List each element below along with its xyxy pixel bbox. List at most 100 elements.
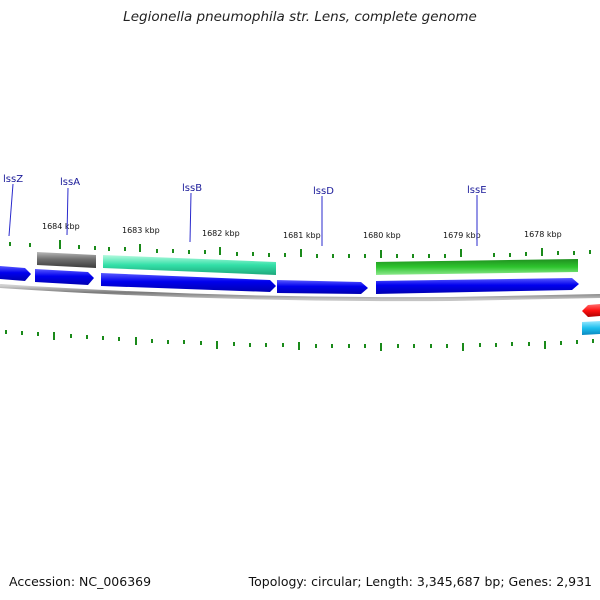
tick <box>298 342 300 350</box>
tick <box>265 343 267 347</box>
tick <box>139 244 141 252</box>
tick <box>219 247 221 255</box>
tick <box>167 340 169 344</box>
tick <box>428 254 430 258</box>
tick <box>108 247 110 251</box>
tick <box>573 251 575 255</box>
feature-green[interactable] <box>376 259 578 275</box>
tick <box>364 344 366 348</box>
tick <box>479 343 481 347</box>
tick <box>576 340 578 344</box>
tick <box>331 344 333 348</box>
tick <box>183 340 185 344</box>
tick <box>282 343 284 347</box>
tick <box>268 253 270 257</box>
tick <box>315 344 317 348</box>
tick <box>252 252 254 256</box>
gene-label-lssD[interactable]: lssD <box>313 186 334 197</box>
accession-label: Accession: NC_006369 <box>9 574 152 589</box>
tick <box>124 247 126 251</box>
feature-teal[interactable] <box>103 255 276 275</box>
tick <box>380 343 382 351</box>
reverse-feature-track <box>582 304 600 335</box>
outer-tick-marks <box>9 240 591 258</box>
tick <box>78 245 80 249</box>
tick <box>29 243 31 247</box>
feature-track <box>37 252 578 275</box>
scale-label-1684: 1684 kbp <box>42 222 80 231</box>
tick <box>135 337 137 345</box>
tick <box>541 248 543 256</box>
tick <box>233 342 235 346</box>
tick <box>156 249 158 253</box>
tick <box>413 344 415 348</box>
gene-label-lssZ[interactable]: lssZ <box>3 174 23 185</box>
tick <box>21 331 23 335</box>
cds-arrow[interactable] <box>376 278 579 294</box>
genome-backbone <box>0 284 600 302</box>
tick <box>70 334 72 338</box>
tick <box>249 343 251 347</box>
feature-red[interactable] <box>582 304 600 317</box>
cds-track <box>0 266 579 294</box>
tick <box>511 342 513 346</box>
tick <box>589 250 591 254</box>
tick <box>397 344 399 348</box>
tick <box>204 250 206 254</box>
tick <box>462 343 464 351</box>
cds-arrow[interactable] <box>277 280 368 294</box>
cds-arrow[interactable] <box>35 269 94 285</box>
tick <box>300 249 302 257</box>
topology-label: Topology: circular; Length: 3,345,687 bp… <box>248 574 592 589</box>
gene-label-lssE[interactable]: lssE <box>467 185 487 196</box>
leader-lssA <box>66 187 69 236</box>
tick <box>380 250 382 258</box>
gene-label-lssA[interactable]: lssA <box>60 177 80 188</box>
tick <box>102 336 104 340</box>
tick <box>460 249 462 257</box>
tick <box>118 337 120 341</box>
tick <box>509 253 511 257</box>
tick <box>446 344 448 348</box>
tick <box>557 251 559 255</box>
tick <box>364 254 366 258</box>
scale-label-1679: 1679 kbp <box>443 231 481 240</box>
gene-label-leaders <box>8 183 478 246</box>
feature-gray[interactable] <box>37 252 96 268</box>
feature-cyan[interactable] <box>582 321 600 335</box>
tick <box>560 341 562 345</box>
tick <box>348 254 350 258</box>
tick <box>86 335 88 339</box>
tick <box>592 339 594 343</box>
tick <box>172 249 174 253</box>
tick <box>412 254 414 258</box>
tick <box>216 341 218 349</box>
tick <box>525 252 527 256</box>
leader-lssZ <box>8 183 14 237</box>
cds-arrow[interactable] <box>101 273 276 292</box>
tick <box>5 330 7 334</box>
scale-label-1681: 1681 kbp <box>283 231 321 240</box>
tick <box>37 332 39 336</box>
cds-arrow[interactable] <box>0 266 31 281</box>
tick <box>151 339 153 343</box>
tick <box>236 252 238 256</box>
tick <box>444 254 446 258</box>
tick <box>493 253 495 257</box>
tick <box>348 344 350 348</box>
tick <box>53 332 55 340</box>
gene-label-lssB[interactable]: lssB <box>182 183 202 194</box>
inner-tick-marks <box>5 330 594 351</box>
tick <box>284 253 286 257</box>
tick <box>200 341 202 345</box>
tick <box>9 242 11 246</box>
tick <box>332 254 334 258</box>
tick <box>59 240 61 249</box>
tick <box>430 344 432 348</box>
scale-label-1683: 1683 kbp <box>122 226 160 235</box>
tick <box>528 342 530 346</box>
scale-label-1680: 1680 kbp <box>363 231 401 240</box>
tick <box>94 246 96 250</box>
tick <box>188 250 190 254</box>
